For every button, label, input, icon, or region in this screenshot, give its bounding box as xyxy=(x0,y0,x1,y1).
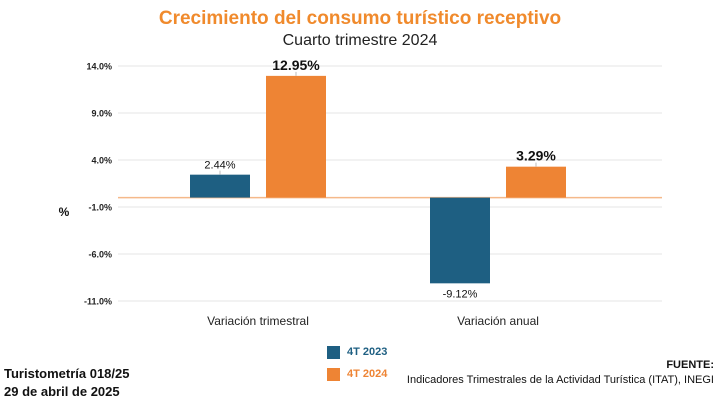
legend-item-4t-2023: 4T 2023 xyxy=(327,344,387,360)
data-label: 3.29% xyxy=(516,148,556,164)
data-label: 12.95% xyxy=(272,57,320,73)
chart-subtitle: Cuarto trimestre 2024 xyxy=(282,32,438,49)
chart-title: Crecimiento del consumo turístico recept… xyxy=(158,8,562,29)
legend-label-4t-2023: 4T 2023 xyxy=(347,346,388,358)
legend-label-4t-2024: 4T 2024 xyxy=(347,368,388,380)
legend: 4T 2023 4T 2024 xyxy=(327,344,387,388)
y-tick-label: 14.0% xyxy=(86,62,112,72)
report-number: Turistometría 018/25 xyxy=(4,366,130,381)
data-label: -9.12% xyxy=(443,288,478,300)
source-text: Indicadores Trimestrales de la Actividad… xyxy=(406,374,714,386)
y-tick-label: -6.0% xyxy=(88,250,112,260)
x-category-label: Variación trimestral xyxy=(207,314,309,328)
report-info: Turistometría 018/25 29 de abril de 2025 xyxy=(4,365,129,401)
y-axis-label: % xyxy=(59,205,70,219)
bar-4t-2023-anual xyxy=(430,197,490,284)
bar-chart: 14.0% 9.0% 4.0% -1.0% -6.0% -11.0%% 2.44% 12.95… xyxy=(59,57,662,328)
bar-4t-2024-anual xyxy=(506,166,566,198)
data-label: 2.44% xyxy=(204,160,235,172)
source-label: FUENTE: xyxy=(666,359,714,371)
x-category-label: Variación anual xyxy=(457,314,539,328)
bar-4t-2024-trimestral xyxy=(266,75,326,198)
source-note: FUENTE: Indicadores Trimestrales de la A… xyxy=(407,358,714,388)
bar-4t-2023-trimestral xyxy=(190,174,250,198)
y-tick-label: -11.0% xyxy=(84,297,112,307)
y-tick-label: 4.0% xyxy=(91,156,112,166)
legend-swatch-4t-2023 xyxy=(327,345,340,359)
report-date: 29 de abril de 2025 xyxy=(4,384,120,399)
legend-item-4t-2024: 4T 2024 xyxy=(327,366,387,382)
legend-swatch-4t-2024 xyxy=(327,367,340,381)
y-tick-label: -1.0% xyxy=(88,203,112,213)
y-tick-label: 9.0% xyxy=(91,109,112,119)
